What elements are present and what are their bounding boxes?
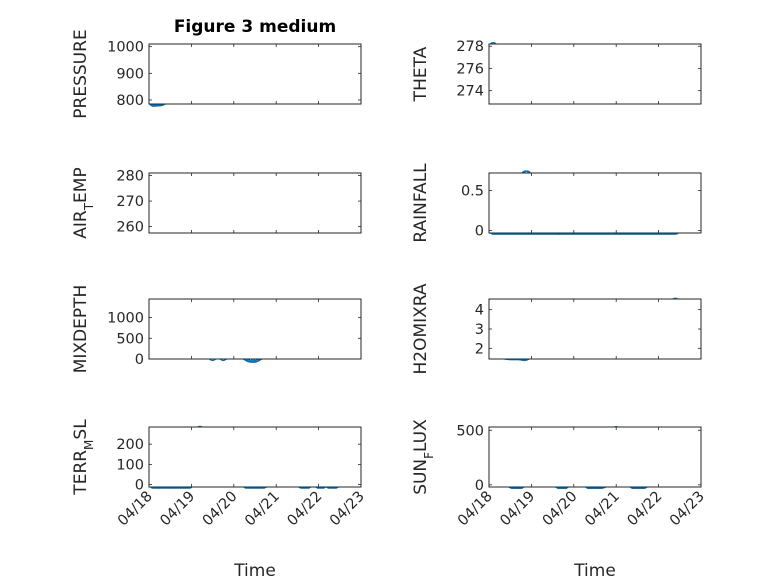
y-tick-label: 4: [475, 303, 484, 319]
axes-box: [148, 298, 362, 360]
axes-box: [148, 426, 362, 488]
subplot-4: 0 0.5 RAINFALL: [411, 163, 702, 243]
y-tick-label: 200: [116, 437, 144, 453]
y-tick-label: 0: [475, 224, 484, 240]
y-tick-label: 270: [116, 194, 144, 210]
y-axis-label: PRESSURE: [71, 29, 91, 118]
subplot-6: 2 3 4 H2OMIXRA: [411, 283, 702, 375]
axes-box: [148, 172, 362, 234]
y-tick-label: 900: [116, 66, 144, 82]
y-axis-label: MIXDEPTH: [71, 285, 91, 374]
axes-box: [488, 298, 702, 360]
y-axis-label: SUNFLUX: [411, 419, 436, 495]
y-tick-label: 0: [135, 352, 144, 368]
subplot-5: 0 500 1000 MIXDEPTH: [71, 285, 362, 374]
y-tick-label: 800: [116, 93, 144, 109]
y-tick-label: 500: [116, 331, 144, 347]
axes-box: [488, 426, 702, 488]
y-tick-label: 1000: [107, 40, 144, 56]
x-axis-label: Time: [233, 561, 276, 581]
y-tick-label: 276: [456, 61, 484, 77]
subplot-2: 274 276 278 THETA: [411, 39, 702, 105]
axes-box: [488, 172, 702, 234]
y-axis-label: AIRTEMP: [71, 167, 96, 238]
y-axis-label: H2OMIXRA: [411, 283, 431, 374]
y-axis-label: TERRMSL: [71, 419, 96, 496]
subplot-3: 260 270 280 AIRTEMP: [71, 167, 362, 239]
y-tick-label: 280: [116, 169, 144, 185]
y-tick-label: 0: [135, 478, 144, 494]
figure-title: Figure 3 medium: [174, 17, 336, 37]
y-tick-label: 1000: [107, 311, 144, 327]
y-axis-label: RAINFALL: [411, 163, 431, 243]
y-tick-label: 260: [116, 220, 144, 236]
y-tick-label: 278: [456, 39, 484, 55]
axes-box: [488, 43, 702, 105]
axes-box: [148, 43, 362, 105]
y-tick-label: 3: [475, 322, 484, 338]
y-tick-label: 0.5: [461, 184, 484, 200]
y-tick-label: 100: [116, 457, 144, 473]
y-tick-label: 2: [475, 341, 484, 357]
y-axis-label: THETA: [411, 46, 431, 102]
subplot-1: 800 900 1000 PRESSURE Figure 3 medium: [71, 17, 362, 119]
y-tick-label: 274: [456, 84, 484, 100]
y-tick-label: 500: [456, 423, 484, 439]
y-tick-label: 0: [475, 478, 484, 494]
x-axis-label: Time: [573, 561, 616, 581]
